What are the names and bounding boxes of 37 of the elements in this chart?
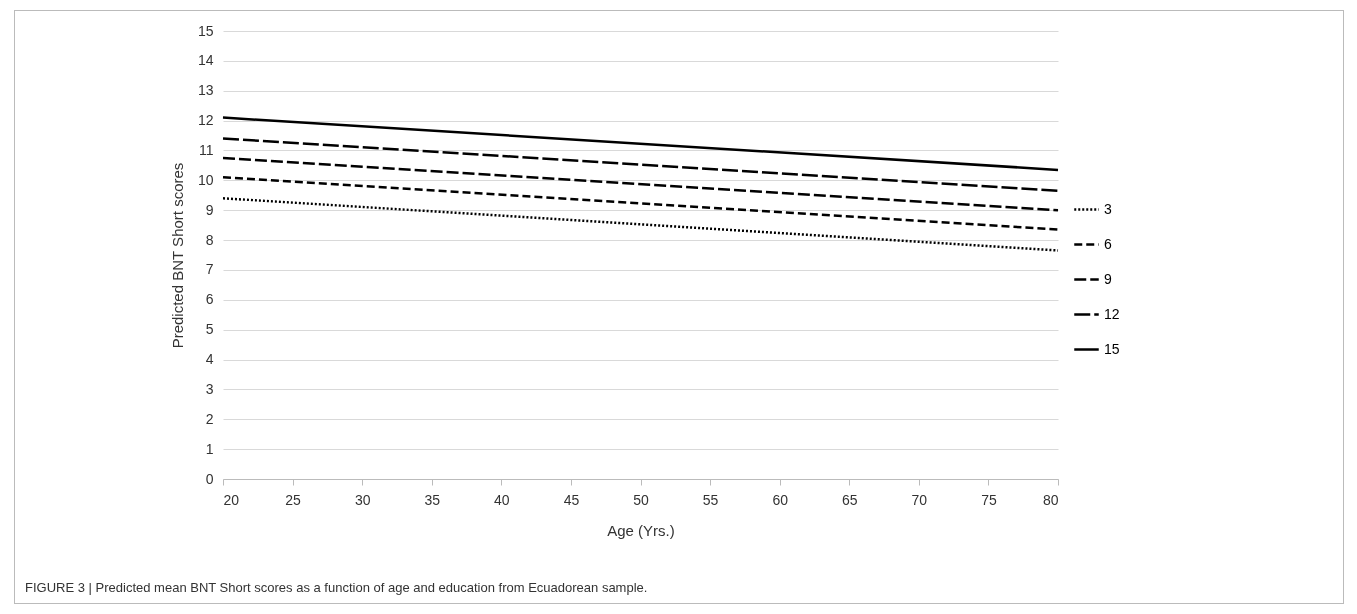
y-tick-label: 2 <box>205 410 214 427</box>
y-tick-label: 14 <box>197 52 214 69</box>
y-tick-label: 15 <box>197 22 214 39</box>
x-tick-label: 25 <box>285 491 302 508</box>
x-tick-label: 70 <box>911 491 928 508</box>
y-tick-label: 3 <box>205 380 214 397</box>
y-tick-label: 12 <box>197 112 214 129</box>
x-tick-label: 40 <box>494 491 510 508</box>
x-tick-label: 45 <box>563 491 580 508</box>
legend-label: 6 <box>1104 235 1112 252</box>
y-tick-label: 5 <box>205 321 214 338</box>
y-axis-title: Predicted BNT Short scores <box>168 162 186 349</box>
x-tick-label: 20 <box>223 491 240 508</box>
y-tick-label: 8 <box>205 231 214 248</box>
x-tick-label: 55 <box>702 491 719 508</box>
y-tick-label: 13 <box>197 82 214 99</box>
y-tick-label: 4 <box>205 351 214 368</box>
x-axis-title: Age (Yrs.) <box>607 521 675 539</box>
x-tick-label: 30 <box>354 491 371 508</box>
legend-label: 15 <box>1104 340 1120 357</box>
legend-label: 3 <box>1104 200 1112 217</box>
y-tick-label: 6 <box>205 291 214 308</box>
y-tick-label: 10 <box>197 171 214 188</box>
x-tick-label: 80 <box>1042 491 1059 508</box>
legend-label: 12 <box>1104 305 1120 322</box>
y-tick-label: 11 <box>198 141 214 158</box>
y-tick-label: 1 <box>205 440 214 457</box>
x-tick-label: 65 <box>841 491 858 508</box>
x-tick-label: 60 <box>772 491 789 508</box>
x-tick-label: 35 <box>424 491 441 508</box>
y-tick-label: 9 <box>205 201 214 218</box>
y-tick-label: 0 <box>205 470 214 487</box>
legend-label: 9 <box>1104 270 1112 287</box>
caption: FIGURE 3 | Predicted mean BNT Short scores as a function of age and education from Ecuadorean sample. <box>25 580 648 595</box>
y-tick-label: 7 <box>205 261 214 278</box>
x-tick-label: 75 <box>981 491 997 508</box>
x-tick-label: 50 <box>633 491 649 508</box>
